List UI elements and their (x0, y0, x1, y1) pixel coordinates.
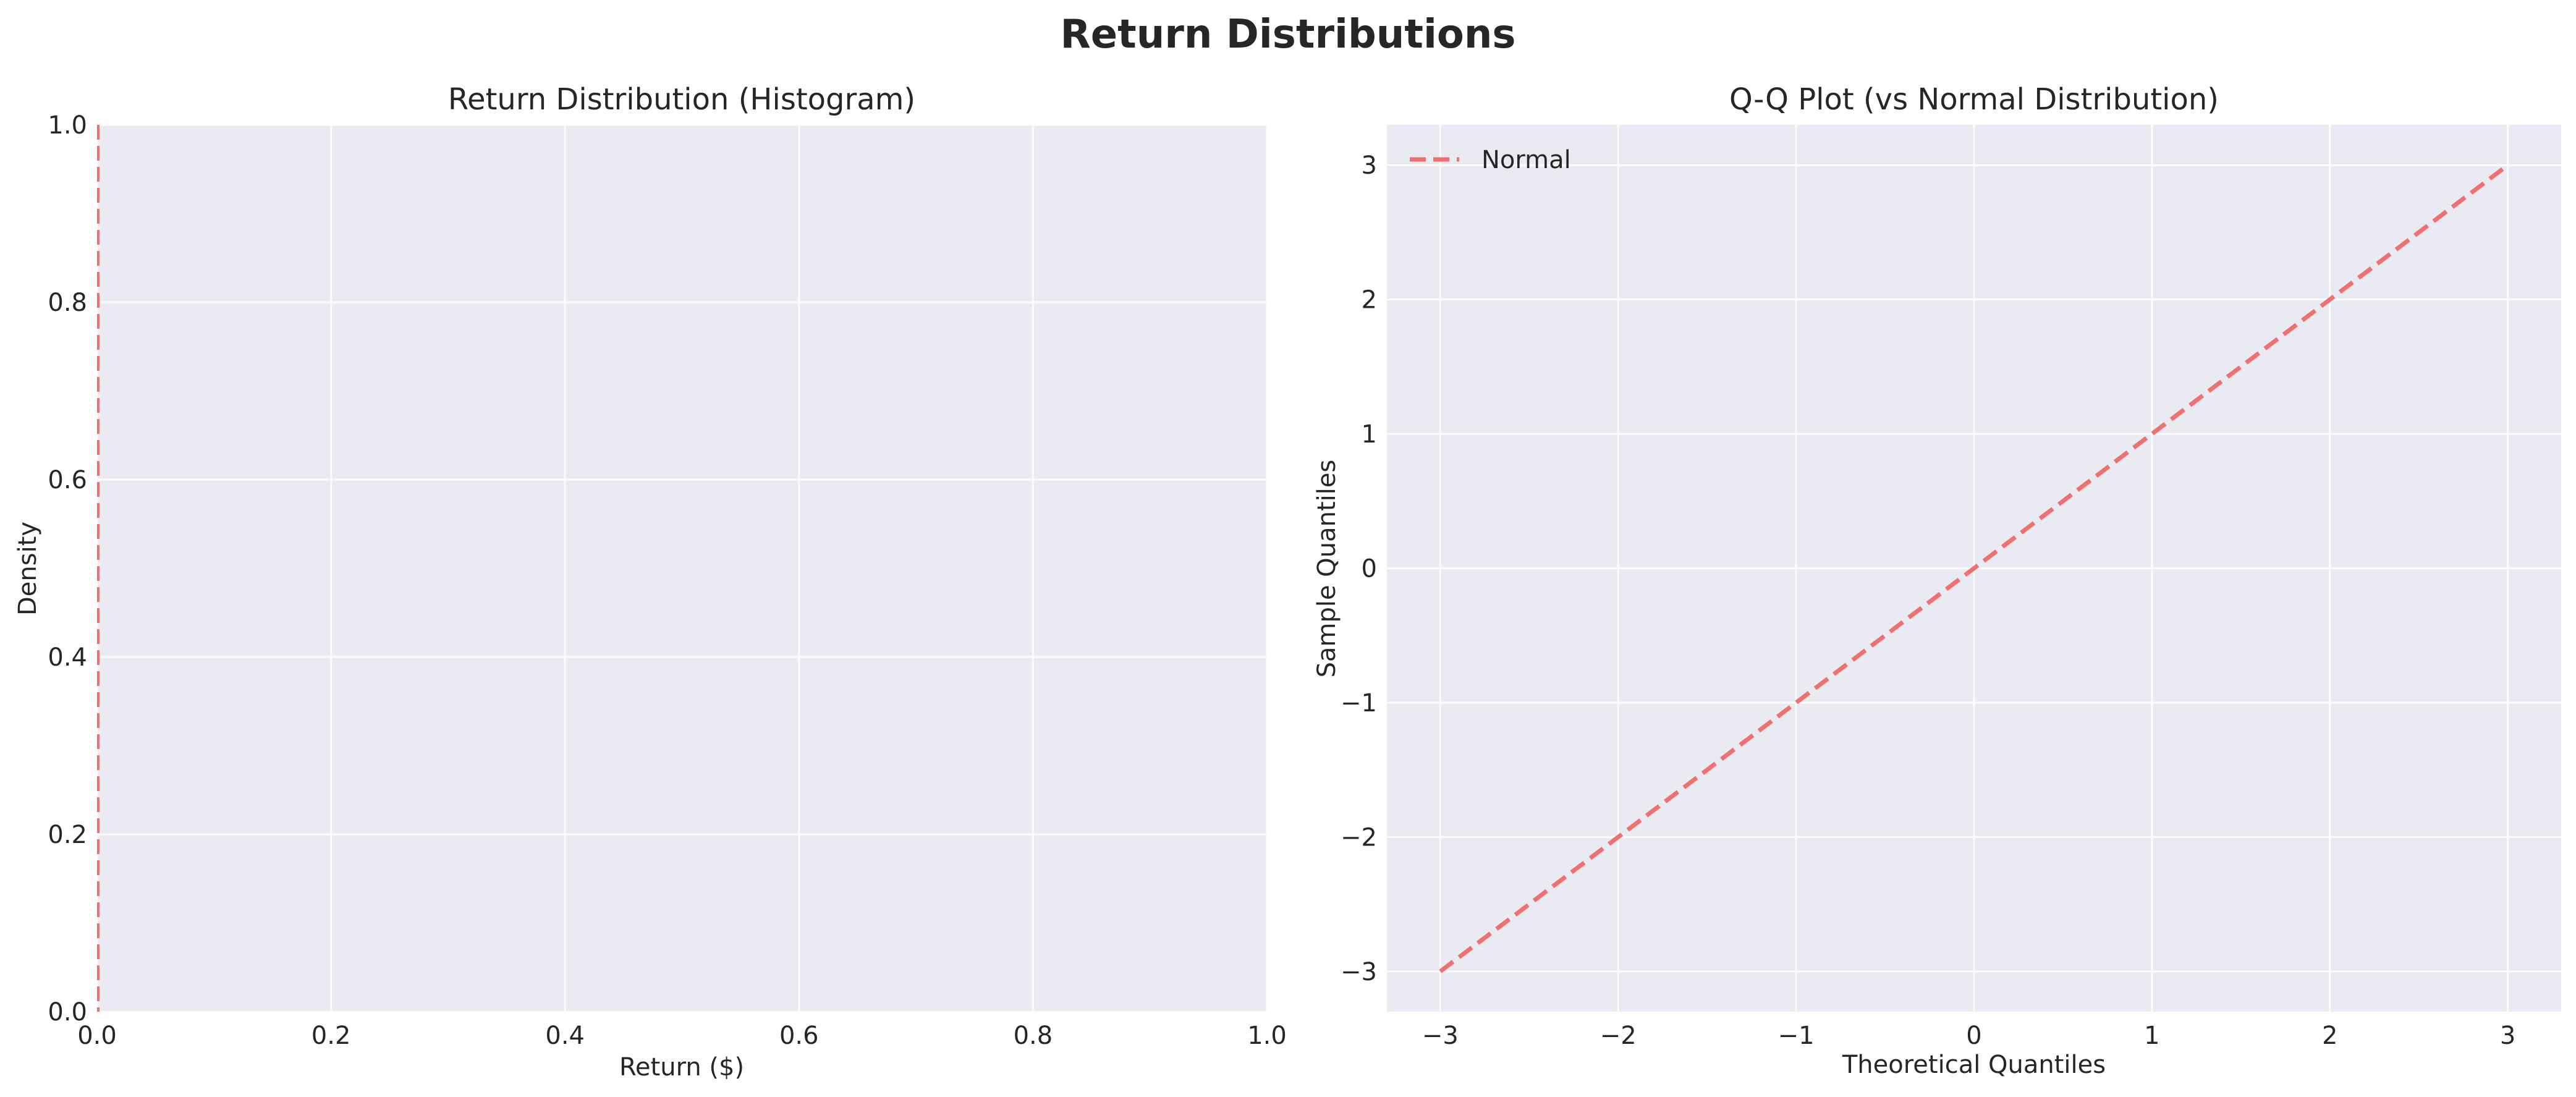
qq-y-tick-label: −3 (1341, 958, 1377, 986)
qq-x-tick-label: 3 (2500, 1022, 2515, 1050)
histogram-x-tick-label: 0.0 (77, 1022, 117, 1050)
qq-x-label: Theoretical Quantiles (1842, 1051, 2106, 1079)
qq-x-tick-label: 1 (2144, 1022, 2159, 1050)
histogram-title: Return Distribution (Histogram) (448, 82, 915, 117)
qq-marks (1439, 163, 2509, 973)
qq-y-tick-label: −2 (1341, 823, 1377, 852)
histogram-grid (96, 124, 1268, 1013)
histogram-y-tick-label: 0.2 (48, 821, 87, 849)
qq-y-tick-label: 1 (1362, 420, 1377, 449)
qq-y-tick-label: 2 (1362, 286, 1377, 315)
histogram-x-label: Return ($) (619, 1053, 744, 1082)
qq-y-tick-label: 0 (1362, 555, 1377, 583)
qq-legend: Normal (1410, 146, 1571, 174)
figure-title: Return Distributions (1060, 12, 1515, 57)
histogram-x-tick-label: 0.2 (311, 1022, 351, 1050)
histogram-y-label: Density (14, 522, 42, 616)
histogram-axes: Return Distribution (Histogram) Return (… (14, 82, 1287, 1082)
histogram-plot-area (97, 125, 1267, 1012)
histogram-y-tick-label: 1.0 (48, 111, 87, 140)
qq-y-tick-label: −1 (1341, 689, 1377, 718)
qq-x-tick-label: −3 (1422, 1022, 1459, 1050)
histogram-x-tick-label: 0.8 (1014, 1022, 1053, 1050)
qq-title: Q-Q Plot (vs Normal Distribution) (1729, 82, 2219, 117)
histogram-y-tick-label: 0.6 (48, 466, 87, 494)
qq-x-tick-label: −1 (1778, 1022, 1815, 1050)
qq-y-ticks: −3 −2 −1 0 1 2 3 (1341, 151, 1377, 986)
qq-y-tick-label: 3 (1362, 151, 1377, 180)
qq-axes: Q-Q Plot (vs Normal Distribution) Theore… (1313, 82, 2561, 1079)
qq-x-tick-label: 0 (1966, 1022, 1981, 1050)
qq-x-tick-label: −2 (1600, 1022, 1637, 1050)
histogram-y-tick-label: 0.4 (48, 643, 87, 672)
histogram-y-ticks: 0.0 0.2 0.4 0.6 0.8 1.0 (48, 111, 87, 1027)
legend-normal-label: Normal (1481, 146, 1571, 174)
histogram-y-tick-label: 0.8 (48, 289, 87, 317)
histogram-x-tick-label: 0.6 (779, 1022, 819, 1050)
qq-x-tick-label: 2 (2322, 1022, 2337, 1050)
histogram-x-tick-label: 1.0 (1247, 1022, 1287, 1050)
histogram-x-tick-label: 0.4 (545, 1022, 585, 1050)
qq-series-line-normal (1439, 163, 2509, 973)
histogram-y-tick-label: 0.0 (48, 998, 87, 1027)
qq-x-ticks: −3 −2 −1 0 1 2 3 (1422, 1022, 2515, 1050)
histogram-x-ticks: 0.0 0.2 0.4 0.6 0.8 1.0 (77, 1022, 1287, 1050)
qq-y-label: Sample Quantiles (1313, 460, 1341, 678)
